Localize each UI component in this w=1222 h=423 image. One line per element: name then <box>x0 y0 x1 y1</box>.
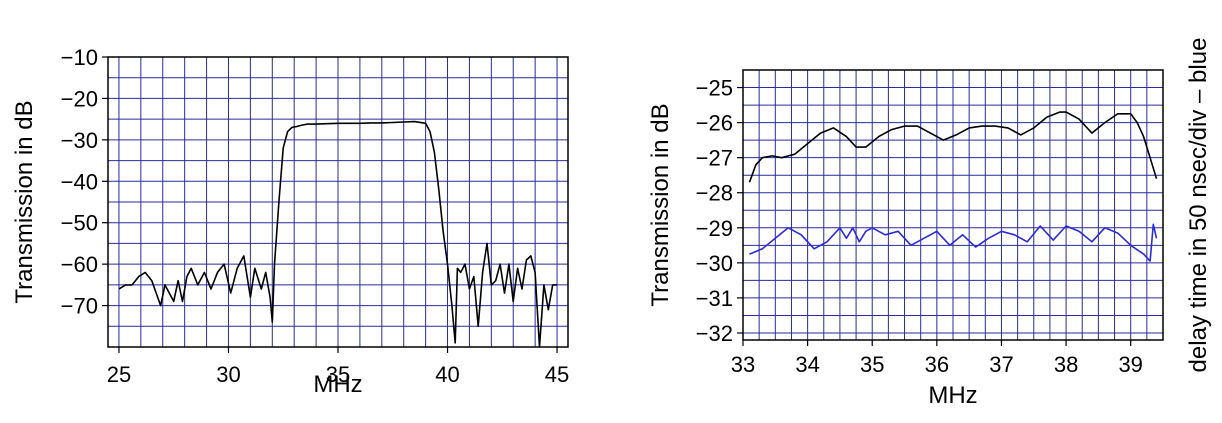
x-tick-label: 35 <box>860 352 884 377</box>
y-tick-label: −30 <box>61 128 98 153</box>
x-tick-label: 38 <box>1054 352 1078 377</box>
x-tick-label: 30 <box>216 362 240 387</box>
y-tick-label: −40 <box>61 169 98 194</box>
y-tick-label: −10 <box>61 45 98 70</box>
y-axis-label: Transmission in dB <box>647 103 674 306</box>
y-tick-label: −26 <box>696 111 733 136</box>
y-tick-label: −28 <box>696 181 733 206</box>
x-tick-label: 37 <box>989 352 1013 377</box>
y-tick-label: −29 <box>696 216 733 241</box>
y-tick-label: −60 <box>61 252 98 277</box>
delay-time-curve <box>749 223 1158 262</box>
y-tick-label: −32 <box>696 321 733 346</box>
x-axis-label: MHz <box>928 382 977 409</box>
y-tick-label: −70 <box>61 294 98 319</box>
x-tick-label: 36 <box>925 352 949 377</box>
grid <box>742 69 1164 340</box>
transmission-curve <box>748 111 1158 183</box>
transmission-curve <box>118 120 557 348</box>
x-tick-label: 45 <box>545 362 569 387</box>
y-tick-label: −25 <box>696 76 733 101</box>
y-tick-label: −27 <box>696 146 733 171</box>
x-tick-label: 34 <box>795 352 819 377</box>
y-axis-label: Transmission in dB <box>11 100 38 303</box>
grid <box>108 56 568 348</box>
x-tick-label: 33 <box>731 352 755 377</box>
y-tick-label: −20 <box>61 86 98 111</box>
x-tick-label: 25 <box>107 362 131 387</box>
x-axis-label: MHz <box>313 371 362 398</box>
x-tick-label: 39 <box>1118 352 1142 377</box>
y-tick-label: −50 <box>61 211 98 236</box>
left-transmission-chart: 25 30 35 40 45 −10 −20 −30 −40 −50 −60 −70 MHz Transm… <box>11 45 569 398</box>
secondary-y-axis-label: delay time in 50 nsec/div – blue <box>1185 38 1212 373</box>
y-tick-label: −30 <box>696 251 733 276</box>
x-tick-label: 40 <box>435 362 459 387</box>
x-tick-label: 35 <box>326 362 350 387</box>
y-tick-label: −31 <box>696 286 733 311</box>
plot-frame <box>742 69 1164 341</box>
right-transmission-delay-chart: 33 34 35 36 37 38 39 −25 −26 −27 −28 −29 −30 −31 −32 MH… <box>647 38 1212 409</box>
